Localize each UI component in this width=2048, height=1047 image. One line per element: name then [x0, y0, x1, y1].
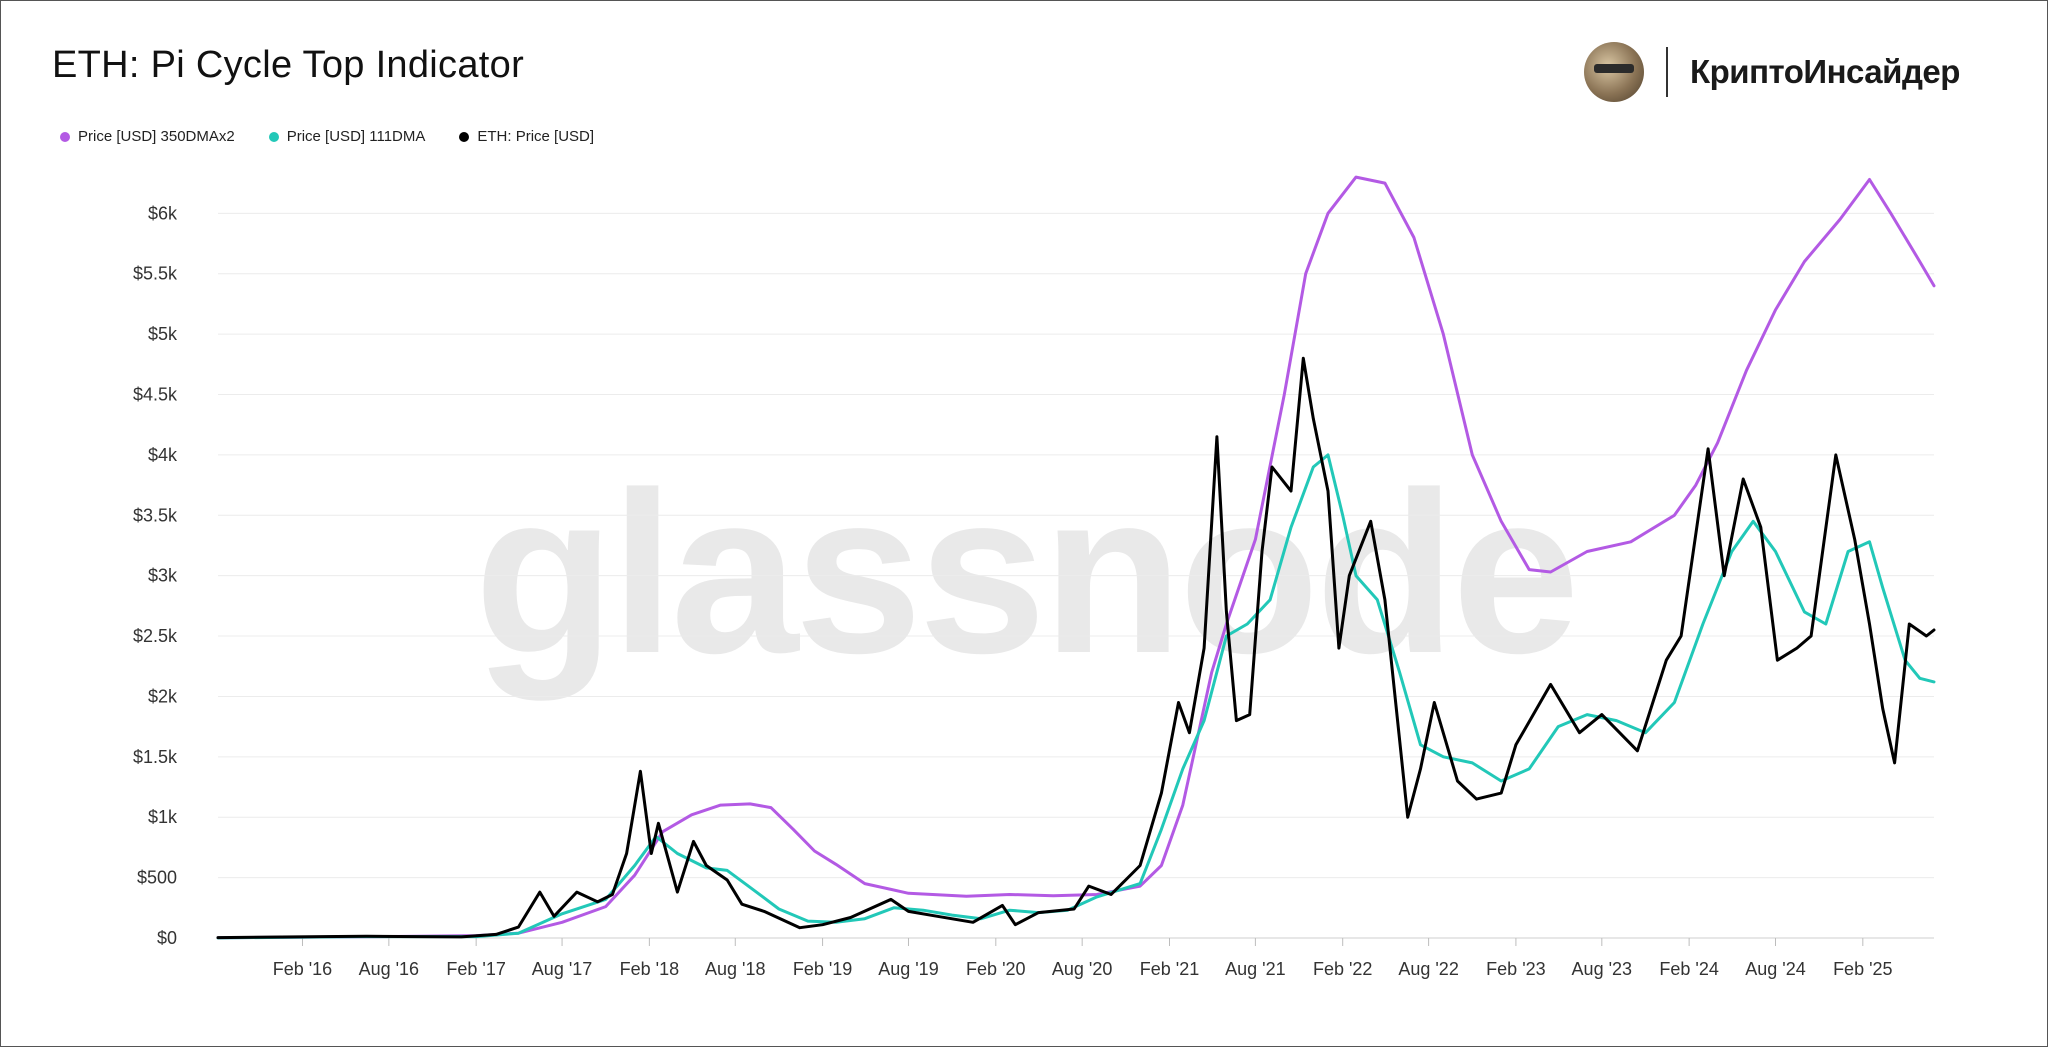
- x-tick-label: Aug '24: [1745, 959, 1806, 979]
- x-tick-label: Feb '17: [446, 959, 505, 979]
- y-tick-label: $3k: [148, 566, 178, 586]
- x-tick-label: Feb '21: [1140, 959, 1199, 979]
- series-group: [216, 175, 1936, 940]
- y-tick-label: $2.5k: [133, 626, 178, 646]
- y-axis: $0 $500 $1k $1.5k $2k $2.5k $3k $3.5k $4k $4.5k $5…: [133, 203, 178, 948]
- y-tick-label: $4.5k: [133, 384, 178, 404]
- x-tick-label: Aug '18: [705, 959, 766, 979]
- brand-logo-icon: [1584, 42, 1644, 102]
- legend-item-350dma[interactable]: Price [USD] 350DMAx2: [60, 128, 235, 145]
- x-tick-label: Feb '18: [620, 959, 679, 979]
- legend-dot-icon: [268, 131, 279, 142]
- y-tick-label: $2k: [148, 686, 178, 706]
- x-tick-label: Feb '20: [966, 959, 1025, 979]
- legend-dot-icon: [60, 131, 70, 142]
- watermark-text: glassnode: [474, 444, 1576, 701]
- y-tick-label: $5k: [148, 324, 178, 344]
- y-tick-label: $1.5k: [133, 747, 178, 767]
- brand-divider: [1666, 47, 1668, 97]
- y-tick-label: $5.5k: [133, 264, 178, 284]
- legend-label: Price [USD] 350DMAx2: [78, 128, 235, 145]
- x-tick-label: Aug '23: [1572, 959, 1633, 979]
- x-tick-label: Aug '19: [878, 959, 939, 979]
- x-tick-label: Aug '16: [359, 959, 420, 979]
- x-tick-label: Feb '24: [1659, 959, 1718, 979]
- y-tick-label: $6k: [148, 203, 178, 223]
- x-tick-label: Feb '22: [1313, 959, 1372, 979]
- x-tick-label: Aug '20: [1052, 959, 1113, 979]
- x-tick-label: Aug '22: [1398, 959, 1459, 979]
- y-tick-label: $0: [157, 928, 177, 948]
- x-tick-label: Feb '19: [793, 959, 852, 979]
- x-tick-label: Aug '17: [532, 959, 593, 979]
- x-tick-label: Feb '23: [1486, 959, 1545, 979]
- grid-lines: [218, 212, 1934, 939]
- x-axis: Feb '16 Aug '16 Feb '17 Aug '17 Feb '18 Aug '…: [273, 938, 1893, 979]
- y-tick-label: $3.5k: [133, 505, 178, 525]
- chart-legend: Price [USD] 350DMAx2 Price [USD] 111DMA …: [60, 128, 594, 145]
- brand-block: КриптоИнсайдер: [1584, 42, 1960, 102]
- legend-label: ETH: Price [USD]: [477, 128, 595, 145]
- x-tick-label: Feb '25: [1833, 959, 1892, 979]
- y-tick-label: $4k: [148, 445, 178, 465]
- legend-dot-icon: [459, 131, 470, 142]
- legend-item-price[interactable]: ETH: Price [USD]: [459, 128, 594, 145]
- legend-item-111dma[interactable]: Price [USD] 111DMA: [268, 128, 426, 145]
- x-tick-label: Feb '16: [273, 959, 332, 979]
- y-tick-label: $500: [137, 868, 177, 888]
- brand-name: КриптоИнсайдер: [1690, 53, 1960, 90]
- series-line-2: [216, 356, 1936, 940]
- y-tick-label: $1k: [148, 807, 178, 827]
- legend-label: Price [USD] 111DMA: [286, 128, 426, 145]
- chart-title: ETH: Pi Cycle Top Indicator: [52, 44, 525, 86]
- x-tick-label: Aug '21: [1225, 959, 1286, 979]
